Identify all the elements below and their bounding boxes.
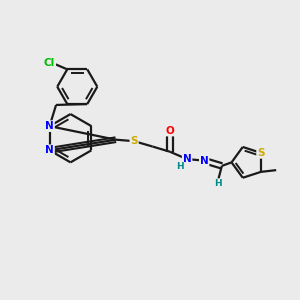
Text: N: N: [200, 156, 208, 166]
Text: S: S: [130, 136, 138, 146]
Text: Cl: Cl: [44, 58, 55, 68]
Text: N: N: [45, 145, 54, 155]
Text: N: N: [183, 154, 191, 164]
Text: H: H: [214, 179, 222, 188]
Text: N: N: [45, 121, 54, 131]
Text: S: S: [257, 148, 265, 158]
Text: H: H: [176, 162, 184, 171]
Text: O: O: [166, 126, 174, 136]
